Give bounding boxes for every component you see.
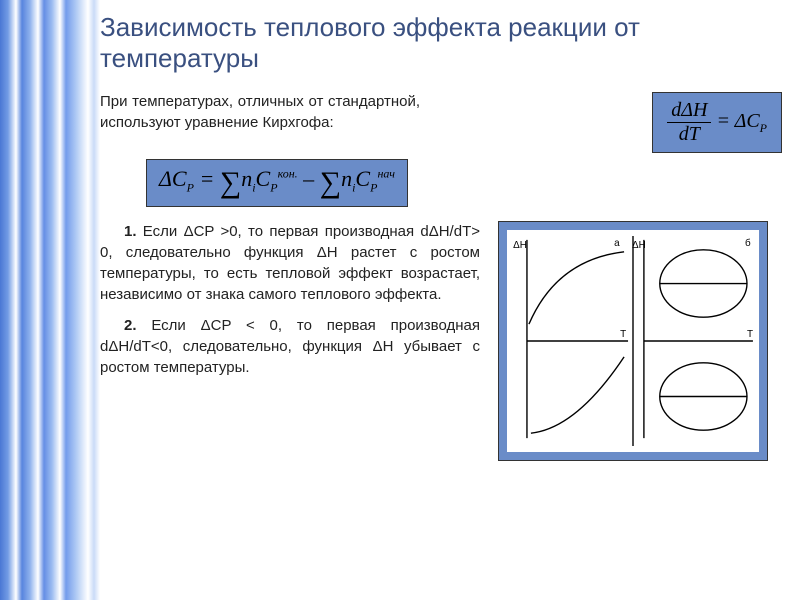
graph-panel: ΔH T а ΔH T б — [498, 221, 768, 461]
intro-row: При температурах, отличных от стандартно… — [100, 92, 782, 153]
label-a: а — [614, 238, 620, 249]
body-text: 1. Если ΔCP >0, то первая производная dΔ… — [100, 221, 480, 461]
frac-num: dΔH — [667, 99, 711, 123]
label-b: б — [745, 238, 751, 249]
axis-y-b: ΔH — [632, 240, 646, 251]
frac-den: dT — [667, 123, 711, 146]
page-title: Зависимость теплового эффекта реакции от… — [100, 12, 782, 74]
para2-num: 2. — [124, 317, 137, 334]
intro-text: При температурах, отличных от стандартно… — [100, 92, 420, 133]
equation-main-holder: ΔCP = ∑niCPкон. – ∑niCPнач — [146, 159, 782, 207]
para2-text: Если ΔCP < 0, то первая производная dΔH/… — [100, 317, 480, 376]
para1-text: Если ΔCP >0, то первая производная dΔH/d… — [100, 223, 480, 303]
equation-main: ΔCP = ∑niCPкон. – ∑niCPнач — [146, 159, 408, 207]
graph-svg: ΔH T а ΔH T б — [507, 230, 759, 452]
decorative-stripes — [0, 0, 100, 600]
slide-content: Зависимость теплового эффекта реакции от… — [100, 12, 782, 588]
axis-x-b: T — [747, 329, 753, 340]
graph-inner: ΔH T а ΔH T б — [507, 230, 759, 452]
equation-derivative: dΔH dT = ΔCP — [652, 92, 782, 153]
axis-x-a: T — [620, 329, 626, 340]
lower-row: 1. Если ΔCP >0, то первая производная dΔ… — [100, 221, 782, 461]
axis-y-a: ΔH — [513, 240, 527, 251]
para1-num: 1. — [124, 223, 137, 240]
